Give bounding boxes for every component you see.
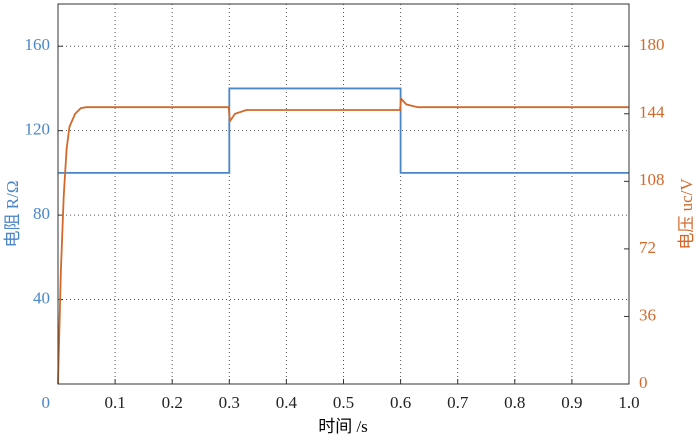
y2-axis-label: 电压 uc/V xyxy=(677,178,696,250)
x-axis-label: 时间 /s xyxy=(318,417,368,436)
x-tick-label: 0.6 xyxy=(390,393,411,412)
x-tick-label: 0.7 xyxy=(447,393,469,412)
data-line xyxy=(58,87,629,174)
x-tick-label: 0.9 xyxy=(561,393,582,412)
y-tick-label: 120 xyxy=(25,120,51,139)
y2-tick-label: 72 xyxy=(639,238,656,257)
data-line xyxy=(57,96,629,385)
y2-tick-label: 0 xyxy=(639,373,648,392)
x-tick-label: 0.8 xyxy=(504,393,525,412)
y2-tick-label: 108 xyxy=(639,170,665,189)
y2-tick-label: 144 xyxy=(639,103,665,122)
y2-tick-label: 180 xyxy=(639,35,665,54)
y-tick-label: 80 xyxy=(33,204,50,223)
x-tick-label: 0.4 xyxy=(276,393,298,412)
x-tick-label: 0.1 xyxy=(104,393,125,412)
y-tick-label: 0 xyxy=(42,393,51,412)
x-tick-label: 1.0 xyxy=(618,393,639,412)
y2-tick-label: 36 xyxy=(639,305,656,324)
x-tick-label: 0.5 xyxy=(333,393,354,412)
x-tick-label: 0.3 xyxy=(219,393,240,412)
x-tick-label: 0.2 xyxy=(162,393,183,412)
y-tick-label: 160 xyxy=(25,35,51,54)
y-axis-label: 电阻 R/Ω xyxy=(3,181,22,248)
y-tick-label: 40 xyxy=(33,288,50,307)
plot-frame xyxy=(57,3,630,385)
